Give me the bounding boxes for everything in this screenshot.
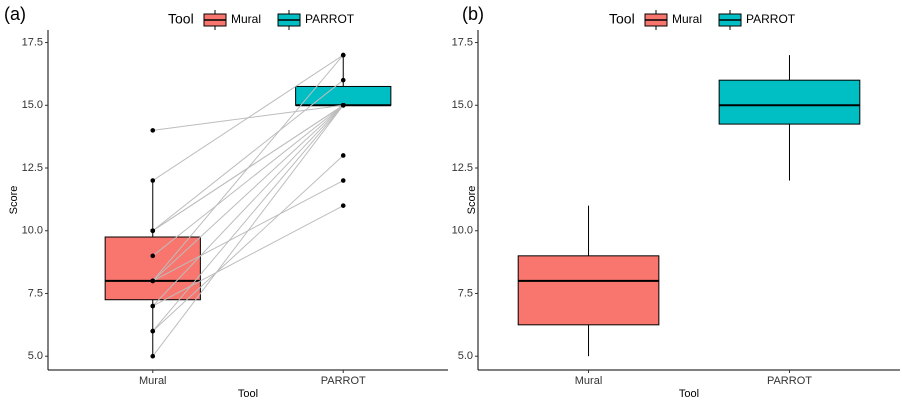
x-tick-label: Mural: [139, 375, 167, 387]
y-axis-title: Score: [466, 186, 478, 215]
legend-label: PARROT: [746, 12, 796, 26]
pair-line: [152, 104, 344, 357]
box: [295, 85, 392, 106]
point: [150, 303, 156, 309]
y-tick-label: 12.5: [452, 162, 473, 174]
box: [718, 79, 861, 125]
panel-label: (a): [4, 4, 26, 24]
pair-line: [152, 104, 344, 232]
x-tick-label: PARROT: [321, 375, 366, 387]
pair-line: [152, 79, 344, 232]
y-tick-label: 17.5: [452, 36, 473, 48]
pair-line: [152, 104, 344, 307]
y-tick-label: 7.5: [28, 287, 43, 299]
y-tick-label: 17.5: [22, 36, 43, 48]
y-tick-label: 15.0: [22, 99, 43, 111]
point: [340, 153, 346, 158]
pair-line: [152, 205, 344, 307]
y-tick-label: 5.0: [458, 350, 473, 362]
legend-item: PARROT: [718, 10, 796, 30]
point: [340, 77, 346, 83]
legend-label: Mural: [672, 12, 702, 26]
point: [340, 52, 346, 58]
point: [150, 178, 156, 183]
x-tick-label: Mural: [575, 375, 603, 387]
point: [150, 228, 156, 234]
y-tick-label: 12.5: [22, 162, 43, 174]
x-axis-title: Tool: [238, 388, 258, 400]
point: [150, 328, 156, 334]
legend-item: Mural: [203, 10, 261, 30]
x-axis-title: Tool: [679, 388, 699, 400]
point: [150, 128, 156, 133]
point: [150, 253, 156, 259]
point: [150, 278, 156, 284]
pair-line: [152, 54, 344, 181]
legend-title: Tool: [609, 11, 635, 27]
point: [340, 102, 346, 108]
legend-label: Mural: [231, 12, 261, 26]
legend-title: Tool: [168, 11, 194, 27]
y-axis-title: Score: [8, 186, 20, 215]
y-tick-label: 15.0: [452, 99, 473, 111]
pair-line: [152, 104, 344, 257]
x-tick-label: PARROT: [767, 375, 812, 387]
legend-item: Mural: [644, 10, 702, 30]
y-tick-label: 7.5: [458, 287, 473, 299]
pair-line: [152, 104, 344, 332]
panel-label: (b): [462, 4, 484, 24]
point: [150, 353, 156, 359]
pair-line: [152, 104, 344, 282]
box: [104, 236, 201, 301]
legend-item: PARROT: [277, 10, 355, 30]
legend-label: PARROT: [305, 12, 355, 26]
y-tick-label: 10.0: [452, 225, 473, 237]
point: [340, 178, 346, 183]
y-tick-label: 10.0: [22, 225, 43, 237]
y-tick-label: 5.0: [28, 350, 43, 362]
point: [340, 203, 346, 208]
box: [517, 255, 660, 326]
pair-line: [152, 155, 344, 332]
